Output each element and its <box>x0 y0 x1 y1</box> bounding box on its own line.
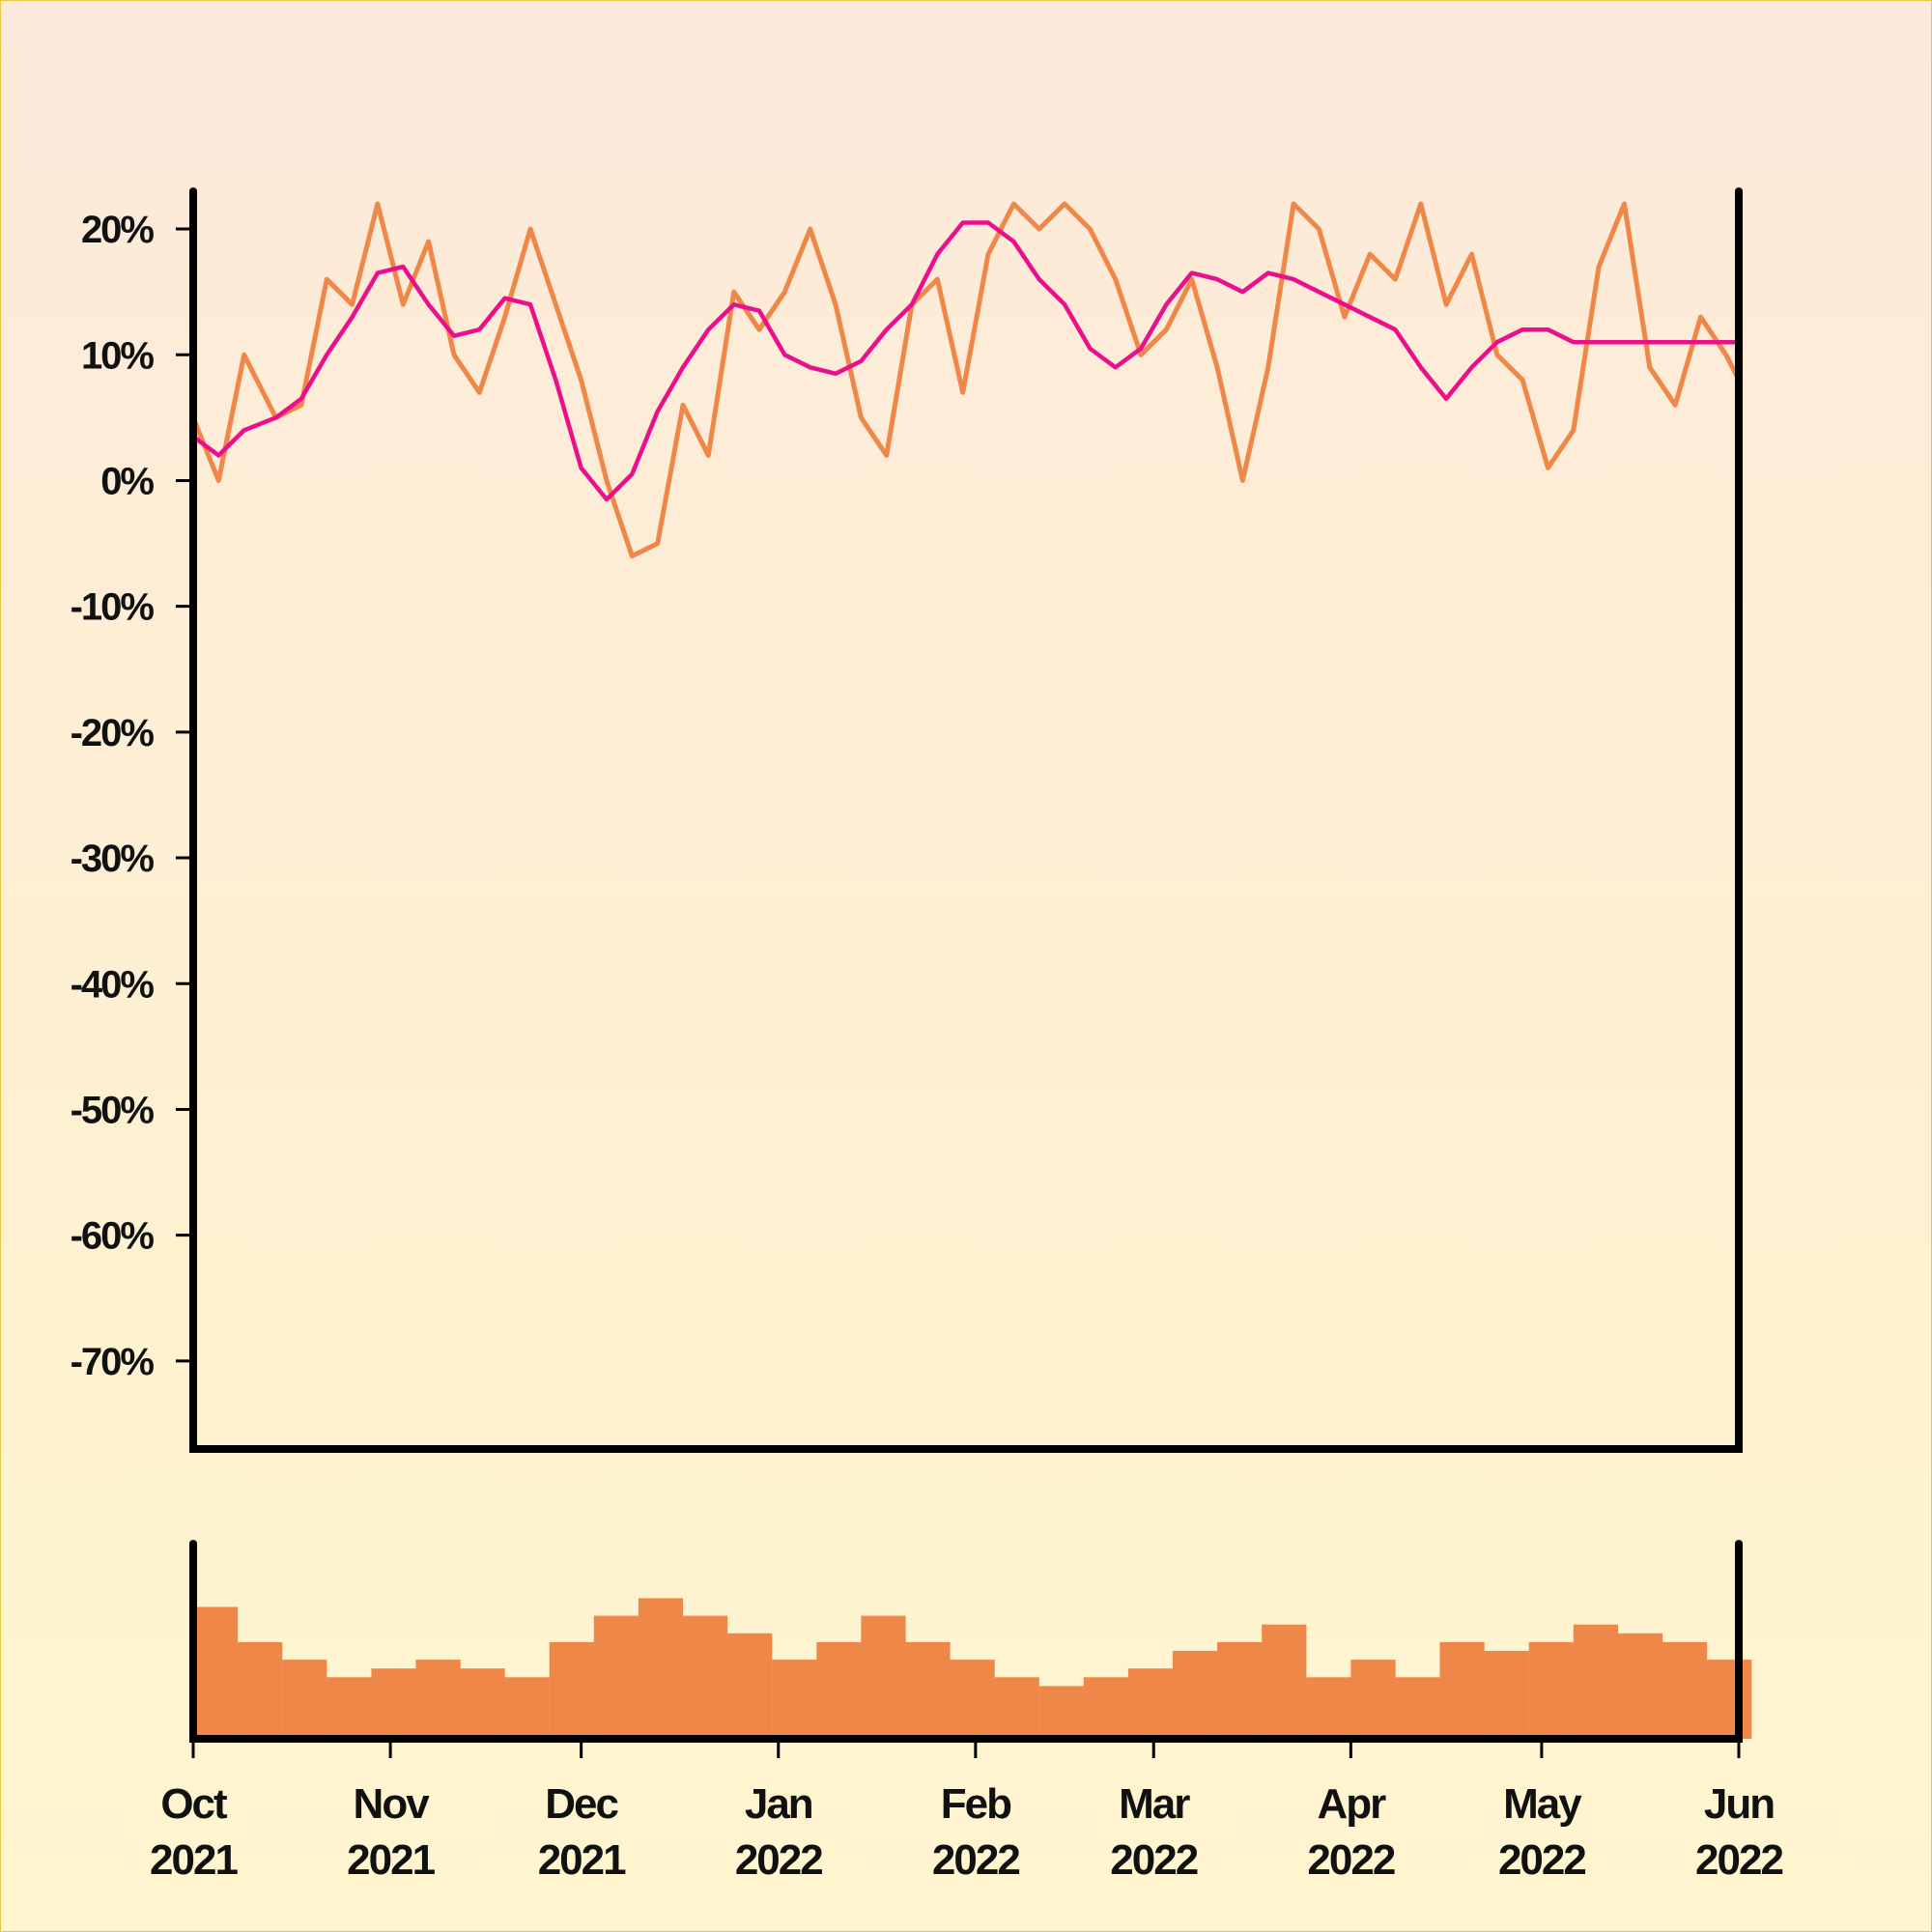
volume-bar <box>861 1615 906 1739</box>
volume-bar <box>950 1660 995 1739</box>
volume-bar <box>371 1668 416 1739</box>
x-axis-ticks: Oct 2021 Nov 2021 Dec 2021 Jan 2022 Feb 2022 Mar 20… <box>150 1739 1784 1884</box>
volume-bar <box>193 1606 239 1739</box>
volume-bar <box>549 1641 594 1739</box>
y-tick-label: 10% <box>81 334 154 377</box>
volume-bar <box>282 1660 327 1739</box>
y-tick: 10% <box>81 334 193 377</box>
y-tick-label: -60% <box>71 1215 155 1258</box>
x-tick: Nov 2021 <box>347 1739 438 1884</box>
volume-bar <box>1127 1668 1174 1739</box>
volume-bar <box>1217 1641 1263 1739</box>
x-tick-month: Nov <box>354 1780 431 1828</box>
x-tick: Dec 2021 <box>538 1739 628 1884</box>
x-tick-year: 2022 <box>1110 1836 1197 1884</box>
volume-bar <box>1306 1677 1351 1739</box>
volume-bar <box>1173 1651 1218 1739</box>
y-tick-label: 20% <box>81 209 154 251</box>
volume-panel: Oct 2021 Nov 2021 Dec 2021 Jan 2022 Feb 2022 Mar 20… <box>150 1540 1784 1884</box>
y-tick: 20% <box>81 209 193 251</box>
volume-bar <box>1439 1641 1485 1739</box>
volume-bar <box>638 1598 684 1739</box>
x-tick-month: Jun <box>1704 1780 1774 1828</box>
volume-bar <box>1083 1677 1128 1739</box>
y-tick: -70% <box>71 1341 193 1383</box>
volume-bar <box>683 1615 728 1739</box>
volume-bar <box>772 1660 817 1739</box>
volume-bar <box>327 1677 372 1739</box>
y-axis-ticks: 20% 10% 0% -10% -20% -30% -40% -50% -60% -70% <box>71 209 193 1383</box>
y-tick-label: -10% <box>71 586 155 629</box>
x-tick-month: Apr <box>1317 1780 1386 1828</box>
volume-bar <box>905 1641 951 1739</box>
volume-bar <box>238 1641 283 1739</box>
volume-bar <box>504 1677 550 1739</box>
volume-panel-axes <box>189 1540 1743 1743</box>
x-tick: Mar 2022 <box>1110 1739 1200 1884</box>
volume-bar <box>816 1641 862 1739</box>
x-tick: Jan 2022 <box>735 1739 824 1884</box>
y-tick-label: -20% <box>71 712 155 754</box>
volume-bar <box>1707 1660 1752 1739</box>
x-tick-year: 2021 <box>347 1836 435 1884</box>
volume-bar <box>460 1668 505 1739</box>
x-tick-year: 2022 <box>1695 1836 1782 1884</box>
x-tick-year: 2021 <box>150 1836 238 1884</box>
y-tick-label: -30% <box>71 838 155 880</box>
volume-bar <box>1617 1633 1663 1739</box>
x-tick: Oct 2021 <box>150 1739 240 1884</box>
x-tick-month: Jan <box>745 1780 812 1828</box>
volume-bar <box>1262 1624 1307 1739</box>
price-series-group <box>190 201 1742 559</box>
volume-bar <box>415 1660 461 1739</box>
x-tick-month: Dec <box>545 1780 618 1828</box>
volume-bars <box>193 1598 1752 1739</box>
y-tick-label: -70% <box>71 1341 155 1383</box>
x-tick-year: 2022 <box>932 1836 1019 1884</box>
x-tick: May 2022 <box>1498 1739 1587 1884</box>
x-tick-month: May <box>1503 1780 1582 1828</box>
y-tick: -40% <box>71 963 193 1006</box>
x-tick-year: 2022 <box>735 1836 822 1884</box>
volume-bar <box>1573 1624 1618 1739</box>
price-line <box>190 201 1742 559</box>
y-tick: -20% <box>71 712 193 754</box>
y-tick: -30% <box>71 838 193 880</box>
x-tick-year: 2021 <box>538 1836 626 1884</box>
y-tick: -60% <box>71 1215 193 1258</box>
volume-bar <box>593 1615 639 1739</box>
volume-bar <box>1350 1660 1396 1739</box>
y-tick-label: -50% <box>71 1089 155 1131</box>
volume-bar <box>1484 1651 1529 1739</box>
volume-bar <box>994 1677 1039 1739</box>
y-tick-label: 0% <box>100 460 154 502</box>
price-panel: 20% 10% 0% -10% -20% -30% -40% -50% -60% -70% <box>71 187 1743 1453</box>
x-tick: Feb 2022 <box>932 1739 1021 1884</box>
moving-average-line <box>190 220 1742 502</box>
x-tick: Apr 2022 <box>1307 1739 1397 1884</box>
volume-bar <box>727 1633 773 1739</box>
x-tick-year: 2022 <box>1498 1836 1585 1884</box>
y-tick-label: -40% <box>71 963 155 1006</box>
volume-bar <box>1395 1677 1440 1739</box>
volume-bar <box>1662 1641 1708 1739</box>
price-panel-axes <box>189 187 1743 1453</box>
volume-bar <box>1038 1686 1084 1739</box>
y-tick: 0% <box>100 460 193 502</box>
x-tick: Jun 2022 <box>1695 1739 1784 1884</box>
x-tick-month: Feb <box>941 1780 1011 1828</box>
x-tick-year: 2022 <box>1307 1836 1394 1884</box>
y-tick: -10% <box>71 586 193 629</box>
y-tick: -50% <box>71 1089 193 1131</box>
volume-bar <box>1528 1641 1574 1739</box>
x-tick-month: Mar <box>1119 1780 1190 1828</box>
x-tick-month: Oct <box>160 1780 228 1828</box>
